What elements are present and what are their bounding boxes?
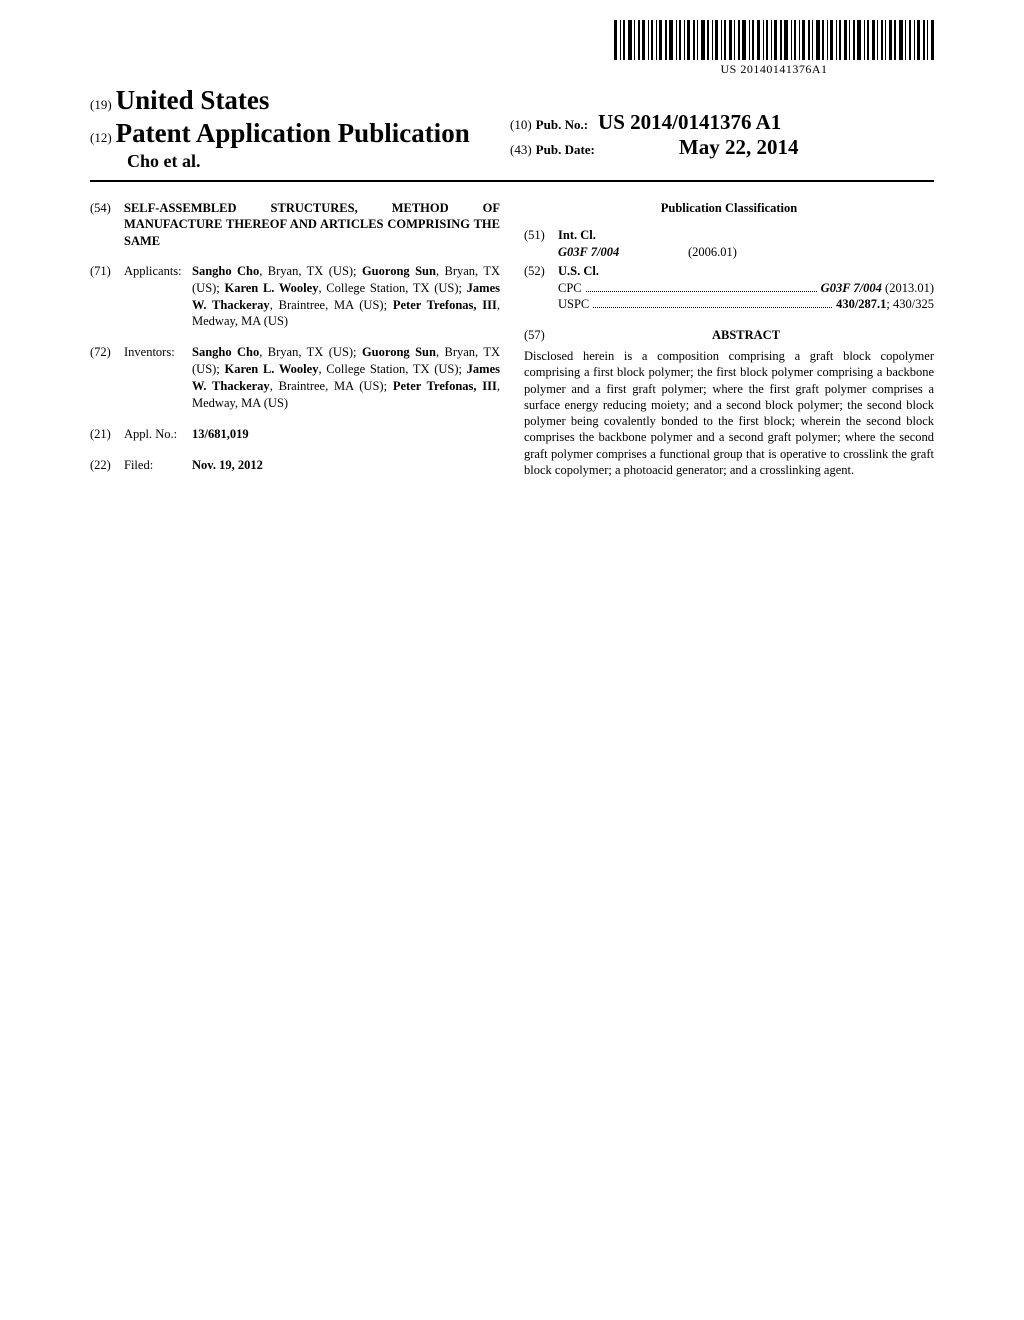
- pub-no-label: Pub. No.:: [536, 117, 588, 132]
- int-cl-code: G03F 7/004: [558, 244, 688, 261]
- country-name: United States: [116, 85, 270, 115]
- filed-label: Filed:: [124, 457, 192, 474]
- field-51: (51) Int. Cl. G03F 7/004 (2006.01): [524, 227, 934, 261]
- appl-no-label: Appl. No.:: [124, 426, 192, 443]
- uspc-label: USPC: [558, 296, 589, 313]
- uspc-extra: ; 430/325: [886, 296, 934, 313]
- barcode-graphic: [614, 20, 934, 60]
- classification-heading: Publication Classification: [524, 200, 934, 217]
- int-cl-label: Int. Cl.: [558, 227, 934, 244]
- invention-title: SELF-ASSEMBLED STRUCTURES, METHOD OF MAN…: [124, 200, 500, 249]
- barcode-text: US 20140141376A1: [614, 62, 934, 77]
- abstract-body: Disclosed herein is a composition compri…: [524, 348, 934, 478]
- field-22: (22) Filed: Nov. 19, 2012: [90, 457, 500, 474]
- code-10: (10): [510, 117, 532, 132]
- left-column: (54) SELF-ASSEMBLED STRUCTURES, METHOD O…: [90, 200, 500, 488]
- cpc-date-val: (2013.01): [885, 280, 934, 297]
- code-71: (71): [90, 263, 124, 331]
- cpc-value: G03F 7/004: [821, 280, 882, 297]
- code-51: (51): [524, 227, 558, 261]
- field-54: (54) SELF-ASSEMBLED STRUCTURES, METHOD O…: [90, 200, 500, 249]
- field-21: (21) Appl. No.: 13/681,019: [90, 426, 500, 443]
- us-cl-label: U.S. Cl.: [558, 263, 934, 280]
- code-19: (19): [90, 97, 112, 112]
- right-column: Publication Classification (51) Int. Cl.…: [524, 200, 934, 488]
- barcode-block: US 20140141376A1: [614, 20, 934, 77]
- field-71: (71) Applicants: Sangho Cho, Bryan, TX (…: [90, 263, 500, 331]
- dot-leader: [586, 282, 817, 292]
- applicants-list: Sangho Cho, Bryan, TX (US); Guorong Sun,…: [192, 263, 500, 331]
- code-57: (57): [524, 327, 558, 344]
- pub-date-label: Pub. Date:: [536, 142, 595, 157]
- code-72: (72): [90, 344, 124, 412]
- document-type: Patent Application Publication: [116, 118, 470, 148]
- cpc-label: CPC: [558, 280, 582, 297]
- content-columns: (54) SELF-ASSEMBLED STRUCTURES, METHOD O…: [90, 200, 934, 488]
- inventors-label: Inventors:: [124, 344, 192, 412]
- field-52: (52) U.S. Cl. CPC G03F 7/004 (2013.01) U…: [524, 263, 934, 314]
- appl-no-value: 13/681,019: [192, 426, 500, 443]
- int-cl-date: (2006.01): [688, 244, 737, 261]
- field-72: (72) Inventors: Sangho Cho, Bryan, TX (U…: [90, 344, 500, 412]
- divider-line: [90, 180, 934, 182]
- header-right: (10) Pub. No.: US 2014/0141376 A1 (43) P…: [510, 110, 798, 160]
- inventors-list: Sangho Cho, Bryan, TX (US); Guorong Sun,…: [192, 344, 500, 412]
- dot-leader: [593, 298, 832, 308]
- code-12: (12): [90, 130, 112, 145]
- code-52: (52): [524, 263, 558, 314]
- code-54: (54): [90, 200, 124, 249]
- abstract-heading: ABSTRACT: [558, 327, 934, 344]
- uspc-value: 430/287.1: [836, 296, 886, 313]
- patent-page: US 20140141376A1 (19) United States (12)…: [0, 0, 1024, 518]
- pub-no-value: US 2014/0141376 A1: [598, 110, 781, 134]
- pub-date-value: May 22, 2014: [679, 135, 799, 159]
- abstract-block: (57) ABSTRACT Disclosed herein is a comp…: [524, 321, 934, 478]
- applicants-label: Applicants:: [124, 263, 192, 331]
- code-43: (43): [510, 142, 532, 157]
- filed-value: Nov. 19, 2012: [192, 457, 500, 474]
- code-22: (22): [90, 457, 124, 474]
- code-21: (21): [90, 426, 124, 443]
